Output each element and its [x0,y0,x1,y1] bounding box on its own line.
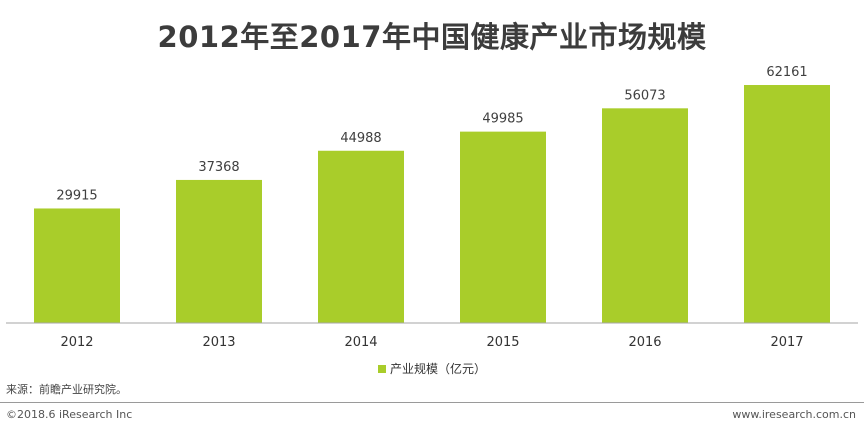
bar-2013 [176,179,262,323]
value-label-2016: 56073 [624,88,665,103]
x-tick-label-2015: 2015 [486,335,519,350]
bar-2015 [460,131,546,323]
x-tick-label-2017: 2017 [770,335,803,350]
legend-label: 产业规模（亿元） [389,362,486,376]
x-tick-label-2016: 2016 [628,335,661,350]
bar-chart: 29915 37368 44988 49985 56073 62161 2012 2013 2… [6,65,858,350]
bar-2012 [34,208,120,323]
value-label-2012: 29915 [56,188,97,203]
copyright-text: ©2018.6 iResearch Inc [6,408,133,421]
value-label-2013: 37368 [198,160,239,175]
website-url: www.iresearch.com.cn [732,408,856,421]
x-tick-label-2014: 2014 [344,335,377,350]
x-tick-label-2013: 2013 [202,335,235,350]
value-label-2014: 44988 [340,131,381,146]
legend: 产业规模（亿元） [0,360,864,377]
chart-title: 2012年至2017年中国健康产业市场规模 [157,20,707,54]
source-note: 来源：前瞻产业研究院。 [6,383,127,396]
value-label-2017: 62161 [766,65,807,80]
value-label-2015: 49985 [482,112,523,127]
bar-2014 [318,150,404,323]
footer-divider [0,402,864,403]
bar-2016 [602,108,688,323]
bar-2017 [744,85,830,323]
legend-swatch [377,364,386,373]
x-tick-label-2012: 2012 [60,335,93,350]
